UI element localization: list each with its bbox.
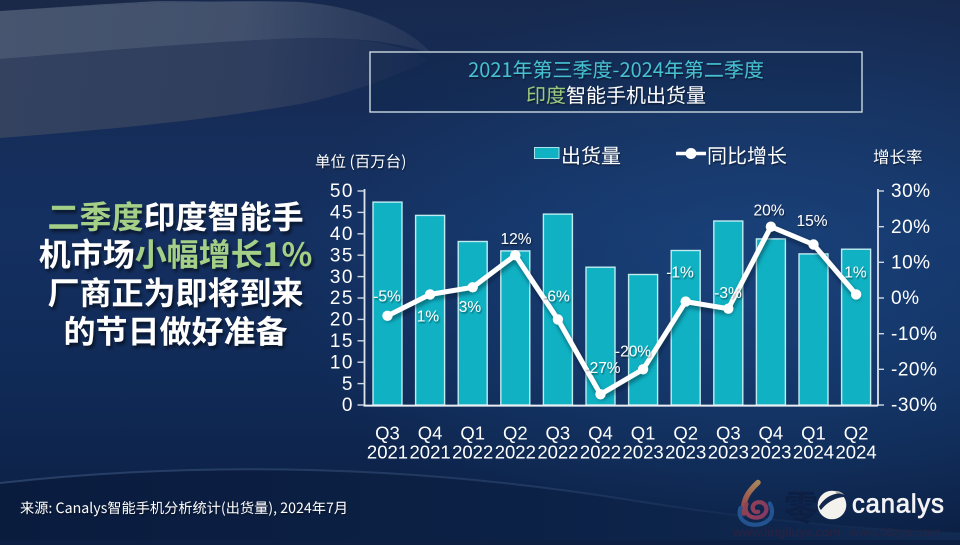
svg-text:2022: 2022 bbox=[452, 442, 493, 463]
svg-text:www.lingliuyx.com: www.lingliuyx.com bbox=[732, 526, 840, 540]
svg-text:2023: 2023 bbox=[708, 442, 749, 463]
svg-text:2022: 2022 bbox=[537, 442, 578, 463]
svg-text:2023: 2023 bbox=[750, 442, 791, 463]
svg-text:10%: 10% bbox=[891, 253, 931, 274]
svg-text:Q3: Q3 bbox=[716, 423, 741, 444]
svg-text:30: 30 bbox=[330, 267, 354, 288]
svg-text:2022: 2022 bbox=[495, 442, 536, 463]
svg-text:-3%: -3% bbox=[714, 285, 742, 302]
svg-text:10: 10 bbox=[330, 352, 354, 373]
svg-text:0: 0 bbox=[342, 395, 354, 416]
svg-text:15: 15 bbox=[330, 331, 354, 352]
svg-text:Q3: Q3 bbox=[546, 423, 571, 444]
svg-text:12%: 12% bbox=[500, 231, 531, 248]
svg-text:45: 45 bbox=[330, 203, 354, 224]
svg-text:2022: 2022 bbox=[580, 442, 621, 463]
svg-text:-20%: -20% bbox=[615, 344, 651, 361]
svg-text:-20%: -20% bbox=[891, 360, 937, 381]
svg-text:35: 35 bbox=[330, 245, 354, 266]
svg-text:Q4: Q4 bbox=[759, 423, 784, 444]
svg-text:40: 40 bbox=[330, 224, 354, 245]
svg-text:Q2: Q2 bbox=[503, 423, 528, 444]
svg-text:50: 50 bbox=[330, 181, 354, 202]
svg-text:1%: 1% bbox=[417, 309, 440, 326]
svg-text:2023: 2023 bbox=[623, 442, 664, 463]
svg-text:2021: 2021 bbox=[410, 442, 451, 463]
svg-text:1%: 1% bbox=[844, 265, 867, 282]
svg-text:20%: 20% bbox=[753, 203, 784, 220]
svg-text:-10%: -10% bbox=[891, 324, 937, 345]
svg-text:Q2: Q2 bbox=[844, 423, 869, 444]
svg-text:Q1: Q1 bbox=[460, 423, 485, 444]
svg-text:Q2: Q2 bbox=[673, 423, 698, 444]
svg-text:www.06zyx.com: www.06zyx.com bbox=[848, 526, 941, 540]
svg-text:3%: 3% bbox=[459, 299, 482, 316]
svg-text:-27%: -27% bbox=[584, 360, 620, 377]
svg-text:0%: 0% bbox=[891, 288, 919, 309]
svg-text:15%: 15% bbox=[796, 213, 827, 230]
svg-text:2021: 2021 bbox=[367, 442, 408, 463]
svg-text:-30%: -30% bbox=[891, 395, 937, 416]
svg-text:5: 5 bbox=[342, 374, 354, 395]
svg-text:-1%: -1% bbox=[666, 265, 694, 282]
svg-text:Q1: Q1 bbox=[631, 423, 656, 444]
svg-text:Q4: Q4 bbox=[418, 423, 443, 444]
svg-text:Q1: Q1 bbox=[801, 423, 826, 444]
svg-text:canalys: canalys bbox=[852, 491, 945, 519]
svg-text:20: 20 bbox=[330, 310, 354, 331]
svg-text:-6%: -6% bbox=[542, 289, 570, 306]
svg-text:-5%: -5% bbox=[373, 289, 401, 306]
svg-text:2024: 2024 bbox=[793, 442, 834, 463]
svg-text:2023: 2023 bbox=[665, 442, 706, 463]
svg-text:20%: 20% bbox=[891, 217, 931, 238]
svg-text:2024: 2024 bbox=[836, 442, 877, 463]
svg-text:Q3: Q3 bbox=[375, 423, 400, 444]
svg-text:30%: 30% bbox=[891, 181, 931, 202]
svg-text:Q4: Q4 bbox=[588, 423, 613, 444]
svg-text:25: 25 bbox=[330, 288, 354, 309]
